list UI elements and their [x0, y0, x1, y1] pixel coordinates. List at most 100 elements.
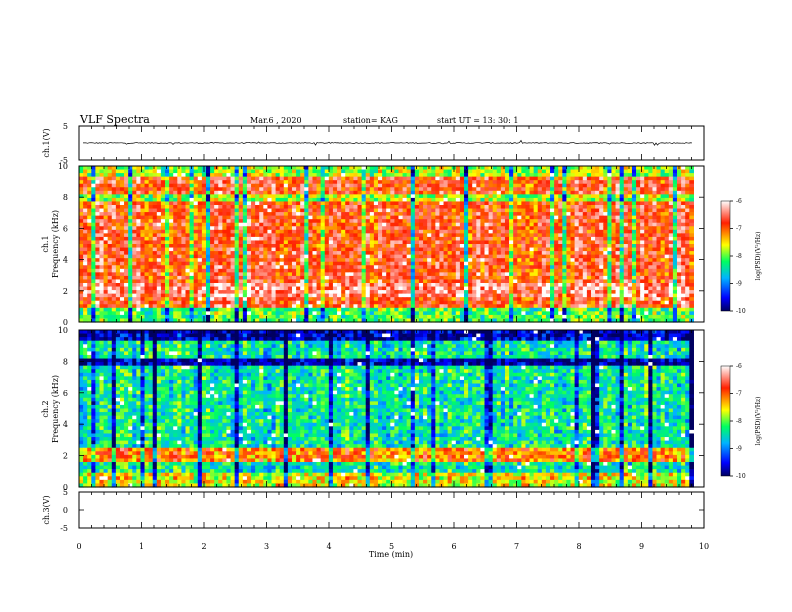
- ch1-spectrogram-cell: [111, 166, 117, 171]
- ch1-spectrogram-cell: [550, 265, 555, 270]
- ch1-spectrogram-cell: [267, 240, 273, 245]
- ch1-spectrogram-cell: [83, 176, 88, 181]
- ch1-spectrogram-cell: [238, 226, 244, 231]
- ch1-spectrogram-cell: [361, 229, 367, 234]
- ch1-spectrogram-cell: [279, 194, 285, 199]
- ch1-spectrogram-cell: [91, 215, 96, 220]
- ch1-spectrogram-cell: [472, 272, 477, 277]
- ch1-spectrogram-cell: [517, 187, 522, 192]
- ch1-spectrogram-cell: [214, 244, 219, 249]
- ch1-spectrogram-cell: [279, 233, 285, 238]
- ch1-spectrogram-cell: [378, 244, 383, 249]
- ch1-spectrogram-cell: [119, 233, 125, 238]
- ch1-spectrogram-cell: [238, 187, 244, 192]
- ch1-spectrogram-cell: [210, 205, 215, 210]
- ch1-spectrogram-cell: [222, 240, 228, 245]
- ch1-spectrogram-cell: [349, 176, 355, 181]
- ch1-spectrogram-cell: [373, 197, 379, 203]
- ch1-spectrogram-cell: [513, 215, 518, 220]
- ch1-spectrogram-cell: [152, 180, 158, 185]
- ch1-spectrogram-cell: [267, 261, 273, 266]
- ch1-spectrogram-cell: [595, 254, 600, 259]
- ch1-spectrogram-cell: [169, 201, 174, 206]
- ch1-spectrogram-cell: [357, 272, 363, 277]
- ch1-spectrogram-cell: [361, 183, 367, 188]
- ch1-spectrogram-cell: [652, 183, 658, 188]
- ch1-spectrogram-cell: [83, 265, 88, 270]
- ch1-spectrogram-cell: [476, 233, 481, 238]
- ch1-spectrogram-cell: [435, 226, 441, 231]
- ch1-spectrogram-cell: [83, 240, 88, 245]
- ch1-spectrogram-cell: [259, 166, 264, 171]
- ch1-spectrogram-cell: [205, 169, 211, 174]
- ch1-spectrogram-cell: [423, 215, 428, 220]
- ch1-spectrogram-cell: [165, 268, 170, 273]
- ch1-spectrogram-cell: [439, 173, 445, 178]
- ch1-spectrogram-cell: [574, 240, 580, 245]
- ch1-spectrogram-cell: [279, 187, 285, 192]
- ch1-spectrogram-cell: [656, 201, 662, 206]
- ch1-spectrogram-cell: [152, 251, 158, 256]
- ch1-spectrogram-cell: [152, 169, 158, 174]
- ch1-spectrogram-cell: [218, 244, 223, 249]
- ch1-spectrogram-cell: [533, 236, 539, 242]
- ch1-spectrogram-cell: [578, 176, 584, 181]
- ch1-spectrogram-cell: [623, 226, 629, 231]
- ch1-spectrogram-cell: [246, 275, 252, 281]
- ch1-spectrogram-cell: [558, 247, 563, 252]
- ch1-spectrogram-cell: [517, 169, 522, 174]
- ch1-spectrogram-cell: [676, 233, 682, 238]
- ch1-spectrogram-cell: [529, 180, 535, 185]
- ch1-spectrogram-cell: [660, 251, 666, 256]
- ch1-spectrogram-cell: [455, 215, 461, 220]
- ch1-spectrogram-cell: [181, 212, 187, 217]
- ch1-spectrogram-cell: [652, 190, 658, 195]
- ch1-spectrogram-cell: [255, 215, 260, 220]
- ch1-spectrogram-cell: [382, 272, 387, 277]
- ch1-spectrogram-cell: [398, 254, 404, 259]
- ch1-spectrogram-cell: [423, 176, 428, 181]
- ch1-spectrogram-cell: [685, 247, 690, 252]
- ch1-spectrogram-cell: [451, 244, 457, 249]
- ch1-spectrogram-cell: [144, 275, 150, 281]
- ch1-spectrogram-cell: [664, 180, 670, 185]
- ch1-spectrogram-cell: [676, 247, 682, 252]
- ch1-spectrogram-cell: [586, 226, 592, 231]
- ch1-spectrogram-cell: [251, 201, 256, 206]
- ch1-spectrogram-cell: [459, 279, 465, 284]
- ch1-spectrogram-cell: [369, 244, 375, 249]
- ch1-waveform-ytick-label: 5: [63, 122, 68, 131]
- ch1-spectrogram-cell: [537, 208, 543, 213]
- ch1-spectrogram-cell: [287, 258, 293, 263]
- ch1-spectrogram-cell: [353, 254, 359, 259]
- ch1-spectrogram-cell: [595, 166, 600, 171]
- ch1-spectrogram-cell: [136, 180, 142, 185]
- ch1-spectrogram-cell: [365, 201, 371, 206]
- ch1-spectrogram-cell: [537, 215, 543, 220]
- ch1-spectrogram-cell: [341, 236, 346, 242]
- ch1-spectrogram-cell: [291, 166, 297, 171]
- ch1-spectrogram-cell: [402, 176, 408, 181]
- ch1-spectrogram-cell: [79, 201, 84, 206]
- ch1-spectrogram-cell: [349, 212, 355, 217]
- ch1-spectrogram-cell: [128, 187, 133, 192]
- ch1-spectrogram-cell: [378, 254, 383, 259]
- ch1-spectrogram-cell: [79, 261, 84, 266]
- ch1-spectrogram-cell: [627, 268, 633, 273]
- ch1-spectrogram-cell: [222, 194, 228, 199]
- ch1-spectrogram-cell: [459, 222, 465, 227]
- ch1-spectrogram-cell: [324, 240, 330, 245]
- ch1-spectrogram-cell: [328, 201, 334, 206]
- ch1-spectrogram-cell: [267, 279, 273, 284]
- ch1-spectrogram-cell: [566, 187, 572, 192]
- ch1-spectrogram-cell: [656, 187, 662, 192]
- ch1-spectrogram-cell: [636, 261, 641, 266]
- ch1-spectrogram-cell: [287, 275, 293, 281]
- ch1-spectrogram-cell: [533, 194, 539, 199]
- ch1-spectrogram-cell: [226, 240, 232, 245]
- ch1-spectrogram-cell: [251, 247, 256, 252]
- ch1-spectrogram-cell: [222, 219, 228, 224]
- ch1-spectrogram-cell: [357, 222, 363, 227]
- ch1-spectrogram-cell: [582, 251, 588, 256]
- ch1-spectrogram-cell: [205, 236, 211, 242]
